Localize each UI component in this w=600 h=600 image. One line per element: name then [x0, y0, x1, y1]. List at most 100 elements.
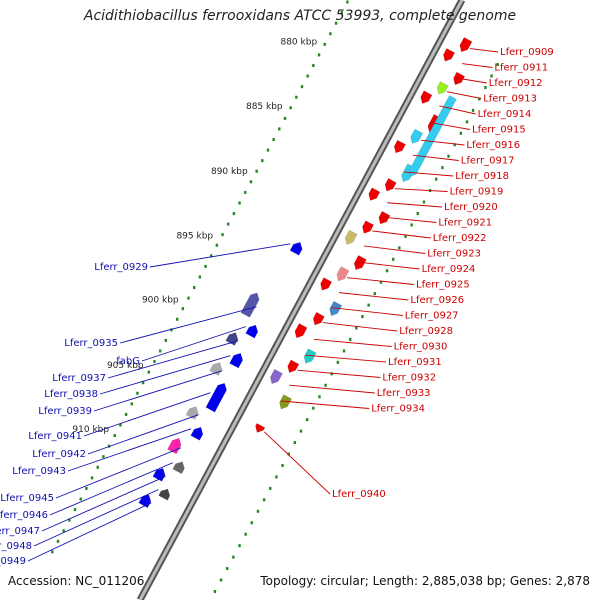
gene-label-Lferr_0927[interactable]: Lferr_0927 — [405, 311, 459, 322]
forward-gene-Lferr_0917[interactable] — [393, 139, 406, 154]
forward-gene-Lferr_0932[interactable] — [287, 359, 300, 373]
leader-line — [305, 354, 387, 363]
gene-label-fabG[interactable]: fabG — [116, 356, 140, 367]
gene-label-Lferr_0919[interactable]: Lferr_0919 — [450, 187, 504, 198]
gene-label-Lferr_0925[interactable]: Lferr_0925 — [416, 280, 470, 291]
tick-mark — [459, 131, 463, 135]
tick-mark — [90, 476, 94, 480]
gene-label-Lferr_0933[interactable]: Lferr_0933 — [377, 388, 431, 399]
gene-label-Lferr_0931[interactable]: Lferr_0931 — [388, 357, 442, 368]
leader-line — [439, 105, 476, 115]
gene-label-Lferr_0938[interactable]: Lferr_0938 — [44, 389, 98, 400]
gene-label-Lferr_0943[interactable]: Lferr_0943 — [12, 466, 66, 477]
tick-mark — [410, 223, 413, 227]
leader-line — [372, 230, 431, 239]
forward-gene-Lferr_0930[interactable] — [294, 323, 308, 339]
gene-label-Lferr_0929[interactable]: Lferr_0929 — [94, 262, 148, 273]
leader-line — [297, 369, 381, 378]
reverse-gene-Lferr_0941[interactable] — [205, 382, 227, 413]
gene-label-Lferr_0909[interactable]: Lferr_0909 — [500, 47, 554, 58]
gene-label-Lferr_0912[interactable]: Lferr_0912 — [489, 78, 543, 89]
gene-label-Lferr_0940[interactable]: Lferr_0940 — [332, 489, 386, 500]
tick-mark — [293, 441, 297, 445]
reverse-gene-Lferr_0948[interactable] — [158, 488, 171, 501]
gene-label-Lferr_0915[interactable]: Lferr_0915 — [472, 125, 526, 136]
forward-gene-Lferr_0926[interactable] — [320, 277, 333, 291]
forward-gene-Lferr_0914[interactable] — [420, 90, 433, 104]
tick-mark — [124, 412, 128, 416]
reverse-gene-Lferr_0943[interactable] — [190, 426, 204, 441]
reverse-gene-Lferr_0939[interactable] — [209, 362, 223, 376]
tick-mark — [416, 211, 419, 215]
reverse-gene-Lferr_0929[interactable] — [289, 241, 303, 256]
gene-label-Lferr_0942[interactable]: Lferr_0942 — [32, 449, 86, 460]
gene-label-Lferr_0935[interactable]: Lferr_0935 — [64, 338, 118, 349]
gene-label-Lferr_0913[interactable]: Lferr_0913 — [483, 94, 537, 105]
gene-label-Lferr_0914[interactable]: Lferr_0914 — [478, 109, 532, 120]
forward-gene-Lferr_0920[interactable] — [368, 187, 381, 201]
tick-mark — [300, 85, 304, 89]
tick-mark — [471, 108, 475, 112]
gene-label-Lferr_0923[interactable]: Lferr_0923 — [427, 249, 481, 260]
gene-label-Lferr_0948[interactable]: Lferr_0948 — [0, 541, 32, 552]
kbp-label: 905 kbp — [107, 361, 144, 371]
forward-gene-Lferr_0919[interactable] — [384, 177, 397, 192]
forward-gene-Lferr_0922[interactable] — [362, 220, 375, 234]
leader-line — [33, 489, 159, 547]
leader-line — [83, 392, 211, 437]
gene-label-Lferr_0924[interactable]: Lferr_0924 — [422, 264, 476, 275]
reverse-gene-Lferr_0945[interactable] — [167, 437, 182, 455]
gene-label-Lferr_0921[interactable]: Lferr_0921 — [438, 218, 492, 229]
reverse-gene-Lferr_0938[interactable] — [229, 352, 244, 369]
reverse-gene-Lferr_0942[interactable] — [185, 406, 199, 420]
gene-label-Lferr_0949[interactable]: Lferr_0949 — [0, 556, 26, 567]
forward-gene-Lferr_0933[interactable] — [269, 368, 283, 385]
tick-mark — [278, 127, 281, 131]
tick-mark — [392, 257, 395, 261]
forward-gene-Lferr_0925[interactable] — [336, 266, 350, 282]
gene-label-Lferr_0932[interactable]: Lferr_0932 — [382, 373, 436, 384]
tick-mark — [136, 391, 139, 395]
tick-mark — [130, 402, 133, 406]
forward-gene-Lferr_0940[interactable] — [255, 422, 266, 433]
leader-line — [141, 326, 247, 362]
gene-label-Lferr_0947[interactable]: Lferr_0947 — [0, 526, 40, 537]
gene-label-Lferr_0945[interactable]: Lferr_0945 — [0, 493, 54, 504]
gene-label-Lferr_0926[interactable]: Lferr_0926 — [410, 295, 464, 306]
forward-gene-Lferr_0909[interactable] — [459, 36, 473, 53]
tick-mark — [318, 395, 321, 399]
tick-mark — [256, 509, 260, 513]
gene-label-Lferr_0918[interactable]: Lferr_0918 — [455, 171, 509, 182]
accession-label: Accession: NC_011206 — [8, 574, 145, 588]
gene-label-Lferr_0922[interactable]: Lferr_0922 — [433, 233, 487, 244]
gene-label-Lferr_0937[interactable]: Lferr_0937 — [52, 373, 106, 384]
gene-label-Lferr_0911[interactable]: Lferr_0911 — [494, 63, 548, 74]
gene-label-Lferr_0934[interactable]: Lferr_0934 — [371, 404, 425, 415]
forward-gene-Lferr_0928[interactable] — [312, 311, 325, 326]
forward-gene-Lferr_0923[interactable] — [344, 229, 358, 245]
leader-line — [41, 475, 166, 532]
gene-label-Lferr_0946[interactable]: Lferr_0946 — [0, 510, 48, 521]
forward-gene-Lferr_0911[interactable] — [443, 48, 456, 62]
leader-line — [49, 462, 173, 516]
tick-mark — [367, 303, 370, 307]
reverse-gene-Lferr_0935[interactable] — [240, 292, 260, 318]
tick-mark — [490, 74, 493, 78]
gene-label-Lferr_0941[interactable]: Lferr_0941 — [28, 431, 82, 442]
gene-label-Lferr_0939[interactable]: Lferr_0939 — [38, 406, 92, 417]
tick-mark — [478, 97, 481, 101]
reverse-gene-fabG[interactable] — [245, 324, 259, 339]
gene-label-Lferr_0930[interactable]: Lferr_0930 — [394, 342, 448, 353]
tick-mark — [158, 349, 162, 353]
gene-label-Lferr_0920[interactable]: Lferr_0920 — [444, 202, 498, 213]
gene-label-Lferr_0928[interactable]: Lferr_0928 — [399, 326, 453, 337]
gene-label-Lferr_0916[interactable]: Lferr_0916 — [466, 140, 520, 151]
tick-mark — [435, 177, 438, 181]
forward-gene-Lferr_0916[interactable] — [410, 128, 424, 144]
gene-label-Lferr_0917[interactable]: Lferr_0917 — [461, 156, 515, 167]
forward-gene-Lferr_0913[interactable] — [436, 81, 449, 95]
reverse-gene-Lferr_0946[interactable] — [172, 461, 185, 475]
tick-mark — [56, 539, 60, 543]
tick-mark — [226, 567, 229, 571]
